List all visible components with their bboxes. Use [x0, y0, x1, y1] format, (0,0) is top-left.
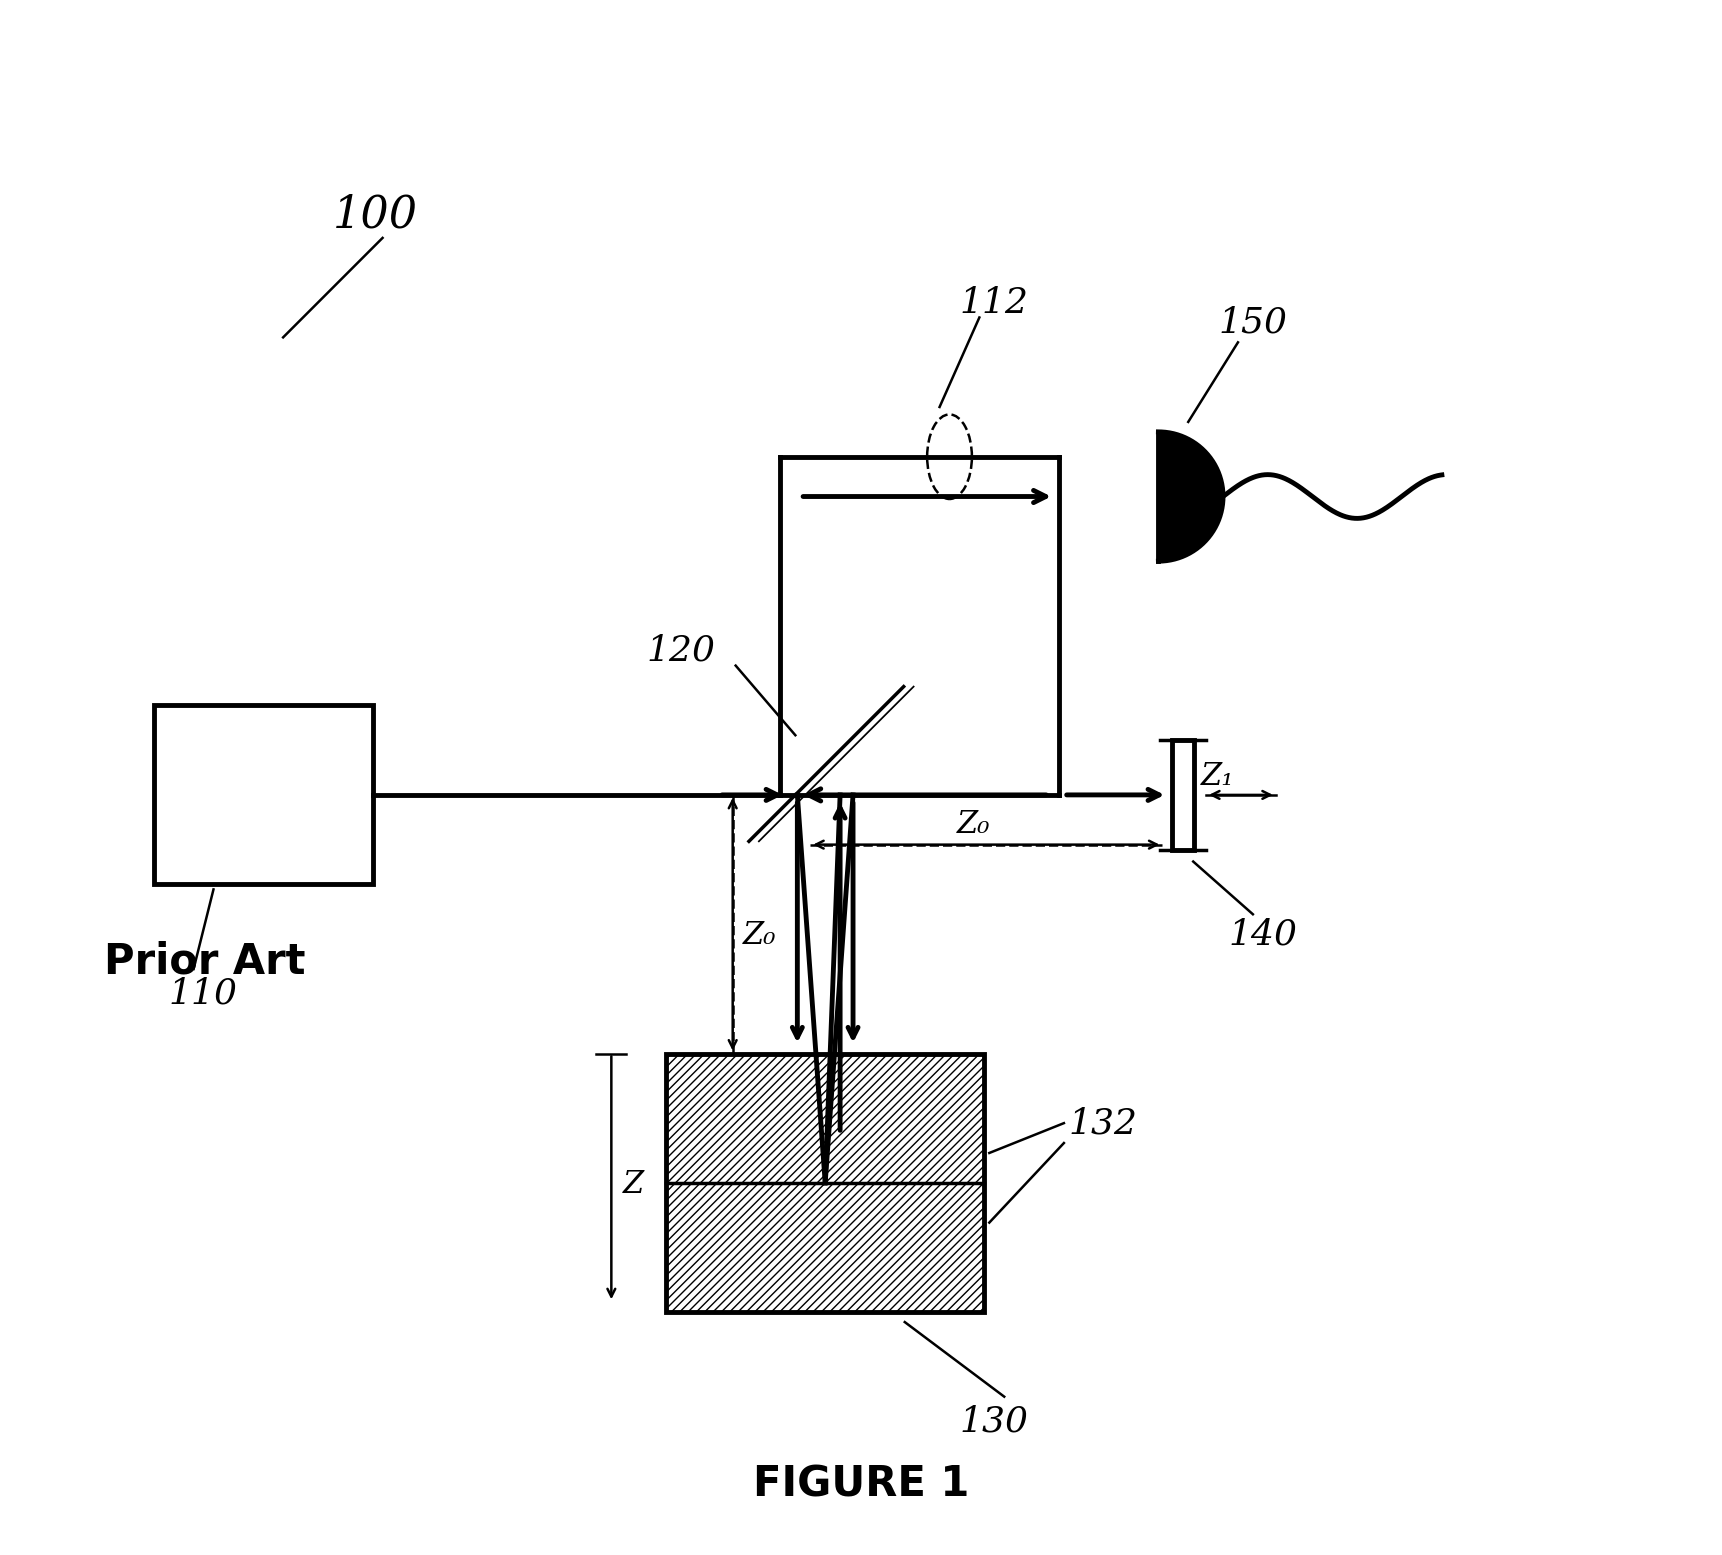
Text: Prior Art: Prior Art	[103, 941, 305, 983]
Text: Z₀: Z₀	[742, 921, 777, 952]
Text: 132: 132	[1069, 1106, 1138, 1140]
Text: 110: 110	[169, 977, 238, 1011]
Text: Z: Z	[623, 1169, 644, 1200]
Bar	[153, 706, 372, 885]
Text: 112: 112	[959, 286, 1028, 319]
Bar	[666, 1054, 985, 1312]
Text: 140: 140	[1228, 917, 1297, 952]
Text: 100: 100	[332, 194, 418, 236]
Text: 130: 130	[959, 1404, 1028, 1438]
Text: Z₁: Z₁	[1202, 760, 1235, 791]
Text: Z₀: Z₀	[956, 809, 990, 840]
Bar	[666, 1054, 985, 1312]
Bar	[1173, 740, 1193, 849]
Text: FIGURE 1: FIGURE 1	[753, 1463, 969, 1505]
Text: 120: 120	[646, 633, 715, 667]
Polygon shape	[1159, 432, 1223, 561]
Text: 150: 150	[1217, 305, 1286, 339]
